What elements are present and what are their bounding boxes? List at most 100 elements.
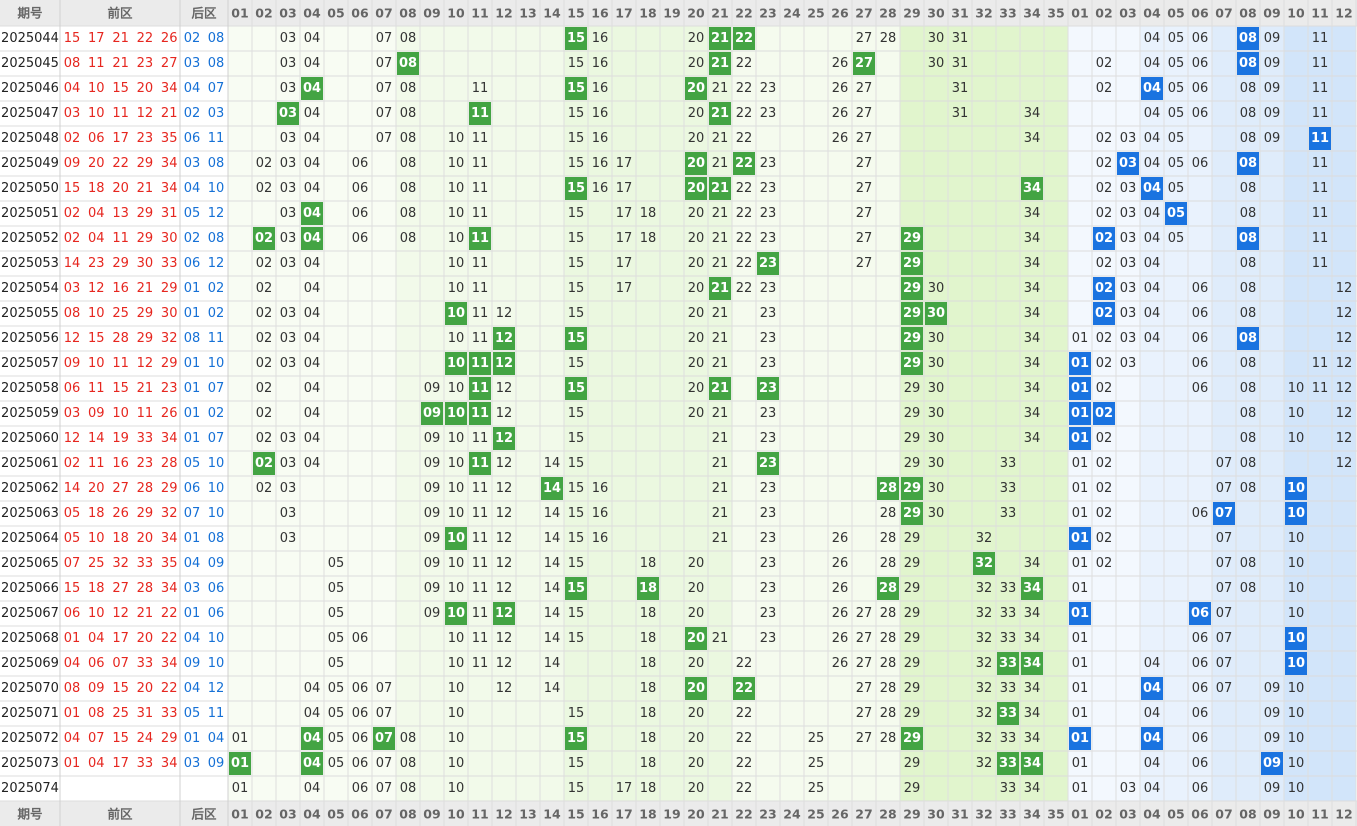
trend-number: 02: [256, 156, 273, 171]
front-number: 21: [137, 381, 154, 396]
trend-number: 08: [1240, 431, 1257, 446]
hit-cell: [301, 77, 323, 100]
front-number: 30: [161, 231, 178, 246]
hit-cell: [685, 177, 707, 200]
column-label: 27: [855, 807, 872, 822]
trend-number: 32: [976, 631, 993, 646]
trend-number: 30: [928, 481, 945, 496]
hit-cell: [733, 152, 755, 175]
front-number: 06: [64, 606, 81, 621]
front-number: 12: [64, 331, 81, 346]
column-band: [252, 26, 276, 801]
trend-number: 07: [376, 681, 393, 696]
back-number: 03: [184, 156, 201, 171]
back-number: 01: [184, 381, 201, 396]
front-number: 33: [137, 556, 154, 571]
trend-number: 03: [1120, 306, 1137, 321]
trend-number: 11: [472, 431, 489, 446]
trend-number: 29: [904, 631, 921, 646]
issue: 2025069: [1, 656, 59, 671]
trend-number: 09: [1264, 731, 1281, 746]
trend-number: 20: [688, 31, 705, 46]
trend-number: 14: [544, 606, 561, 621]
trend-number: 10: [448, 581, 465, 596]
front-number: 20: [137, 631, 154, 646]
front-number: 02: [64, 456, 81, 471]
front-number: 10: [88, 356, 105, 371]
trend-number: 03: [1120, 231, 1137, 246]
back-number: 11: [208, 706, 225, 721]
trend-number: 21: [712, 306, 729, 321]
back-number: 04: [184, 681, 201, 696]
hit-cell: [1141, 177, 1163, 200]
trend-number: 28: [880, 656, 897, 671]
back-number: 08: [208, 531, 225, 546]
issue: 2025070: [1, 681, 59, 696]
hit-number: 21: [711, 381, 729, 396]
back-number: 04: [184, 556, 201, 571]
trend-number: 33: [1000, 731, 1017, 746]
front-number: 29: [137, 206, 154, 221]
trend-number: 07: [376, 781, 393, 796]
front-number: 16: [112, 456, 129, 471]
trend-number: 03: [1120, 781, 1137, 796]
trend-number: 27: [856, 106, 873, 121]
back-number: 06: [184, 256, 201, 271]
hit-number: 10: [1287, 481, 1305, 496]
column-band: [756, 26, 780, 801]
trend-number: 09: [424, 556, 441, 571]
trend-number: 03: [280, 431, 297, 446]
issue: 2025068: [1, 631, 59, 646]
trend-number: 10: [1288, 531, 1305, 546]
hit-number: 27: [855, 56, 873, 71]
back-number: 08: [208, 56, 225, 71]
header-label: 后区: [191, 6, 217, 21]
trend-number: 34: [1024, 381, 1041, 396]
trend-number: 06: [1192, 156, 1209, 171]
front-number: 24: [137, 731, 154, 746]
trend-number: 12: [496, 481, 513, 496]
hit-cell: [1237, 327, 1259, 350]
column-label: 12: [1335, 6, 1352, 21]
hit-cell: [757, 252, 779, 275]
column-label: 09: [1263, 6, 1280, 21]
back-number: 02: [208, 281, 225, 296]
back-number: 10: [208, 456, 225, 471]
hit-number: 34: [1023, 756, 1041, 771]
hit-number: 21: [711, 281, 729, 296]
trend-number: 32: [976, 706, 993, 721]
trend-number: 23: [760, 106, 777, 121]
column-label: 22: [735, 807, 752, 822]
trend-number: 08: [400, 231, 417, 246]
trend-number: 15: [568, 531, 585, 546]
column-label: 15: [567, 807, 584, 822]
column-label: 12: [495, 807, 512, 822]
trend-number: 03: [280, 156, 297, 171]
column-band: [1212, 26, 1236, 801]
column-label: 27: [855, 6, 872, 21]
trend-number: 21: [712, 131, 729, 146]
back-number: 11: [208, 331, 225, 346]
hit-number: 03: [1119, 156, 1137, 171]
trend-number: 25: [808, 756, 825, 771]
hit-number: 12: [495, 606, 513, 621]
hit-number: 33: [999, 756, 1017, 771]
trend-number: 34: [1024, 731, 1041, 746]
trend-number: 33: [1000, 581, 1017, 596]
trend-number: 02: [1096, 356, 1113, 371]
trend-number: 28: [880, 731, 897, 746]
trend-number: 23: [760, 206, 777, 221]
hit-cell: [445, 352, 467, 375]
trend-number: 20: [688, 206, 705, 221]
front-number: 21: [161, 106, 178, 121]
column-label: 28: [879, 6, 896, 21]
hit-number: 23: [759, 456, 777, 471]
hit-number: 01: [1071, 731, 1089, 746]
column-label: 28: [879, 807, 896, 822]
column-label: 10: [1287, 807, 1305, 822]
front-number: 21: [137, 181, 154, 196]
trend-number: 21: [712, 431, 729, 446]
column-label: 20: [687, 6, 705, 21]
column-band: [636, 26, 660, 801]
trend-number: 06: [1192, 731, 1209, 746]
